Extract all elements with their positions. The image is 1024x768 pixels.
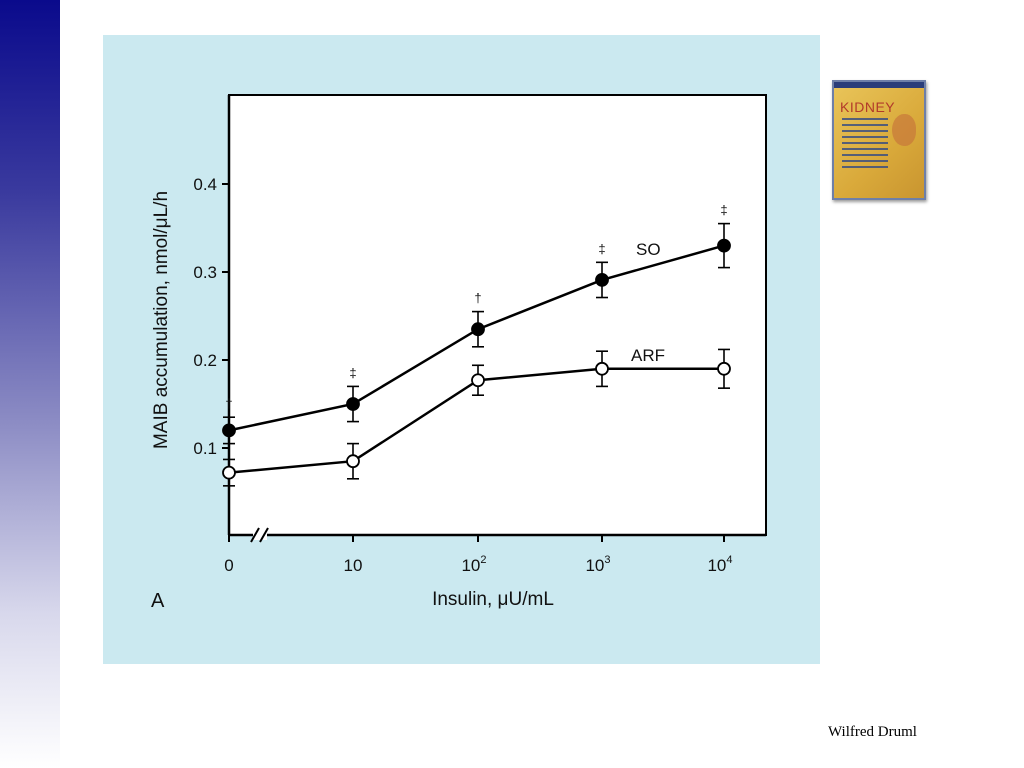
significance-mark-so-2: † bbox=[474, 291, 481, 306]
data-point-so-1 bbox=[346, 397, 360, 411]
data-point-arf-1 bbox=[346, 454, 360, 469]
line-chart: 0.1 0.2 0.3 0.4 0 10 102 103 104 † ‡ † ‡ ‡ SO ARF MAIB… bbox=[151, 94, 767, 612]
kidney-book-cover: KIDNEY bbox=[832, 80, 926, 200]
significance-mark-so-4: ‡ bbox=[720, 203, 727, 218]
book-spine-strip bbox=[834, 82, 924, 88]
y-tick-label-3: 0.4 bbox=[193, 175, 217, 194]
data-point-so-3 bbox=[595, 273, 609, 287]
y-tick-label-2: 0.3 bbox=[193, 263, 217, 282]
data-point-so-4 bbox=[717, 238, 731, 253]
x-tick-label-0: 0 bbox=[224, 556, 233, 575]
kidney-illustration bbox=[892, 114, 916, 146]
author-footer: Wilfred Druml bbox=[828, 724, 917, 740]
figure-panel: 0.1 0.2 0.3 0.4 0 10 102 103 104 † ‡ † ‡ ‡ SO ARF MAIB… bbox=[103, 35, 820, 664]
data-point-arf-3 bbox=[595, 361, 609, 376]
x-tick-label-2: 102 bbox=[461, 554, 486, 575]
plot-area bbox=[228, 94, 767, 536]
series-label-arf: ARF bbox=[631, 346, 665, 365]
data-point-arf-0 bbox=[222, 465, 236, 480]
book-cover-text-lines bbox=[842, 118, 888, 172]
series-label-so: SO bbox=[636, 240, 661, 259]
x-axis-label: Insulin, μU/mL bbox=[432, 589, 554, 610]
data-point-arf-4 bbox=[717, 361, 731, 376]
significance-mark-so-3: ‡ bbox=[598, 241, 605, 256]
data-point-so-0 bbox=[222, 423, 236, 438]
x-tick-label-4: 104 bbox=[707, 554, 732, 575]
data-point-so-2 bbox=[471, 322, 485, 337]
y-axis-label: MAIB accumulation, nmol/μL/h bbox=[151, 191, 172, 449]
slide-side-gradient-band bbox=[0, 0, 60, 768]
x-tick-label-3: 103 bbox=[585, 554, 610, 575]
data-point-arf-2 bbox=[471, 373, 485, 388]
book-title: KIDNEY bbox=[840, 99, 896, 115]
axis-break-mark bbox=[250, 527, 269, 543]
significance-mark-so-1: ‡ bbox=[349, 365, 356, 380]
y-tick-label-1: 0.2 bbox=[193, 351, 217, 370]
y-tick-label-0: 0.1 bbox=[193, 439, 217, 458]
panel-label: A bbox=[151, 590, 165, 612]
x-tick-label-1: 10 bbox=[344, 556, 363, 575]
significance-mark-so-0: † bbox=[225, 396, 232, 411]
